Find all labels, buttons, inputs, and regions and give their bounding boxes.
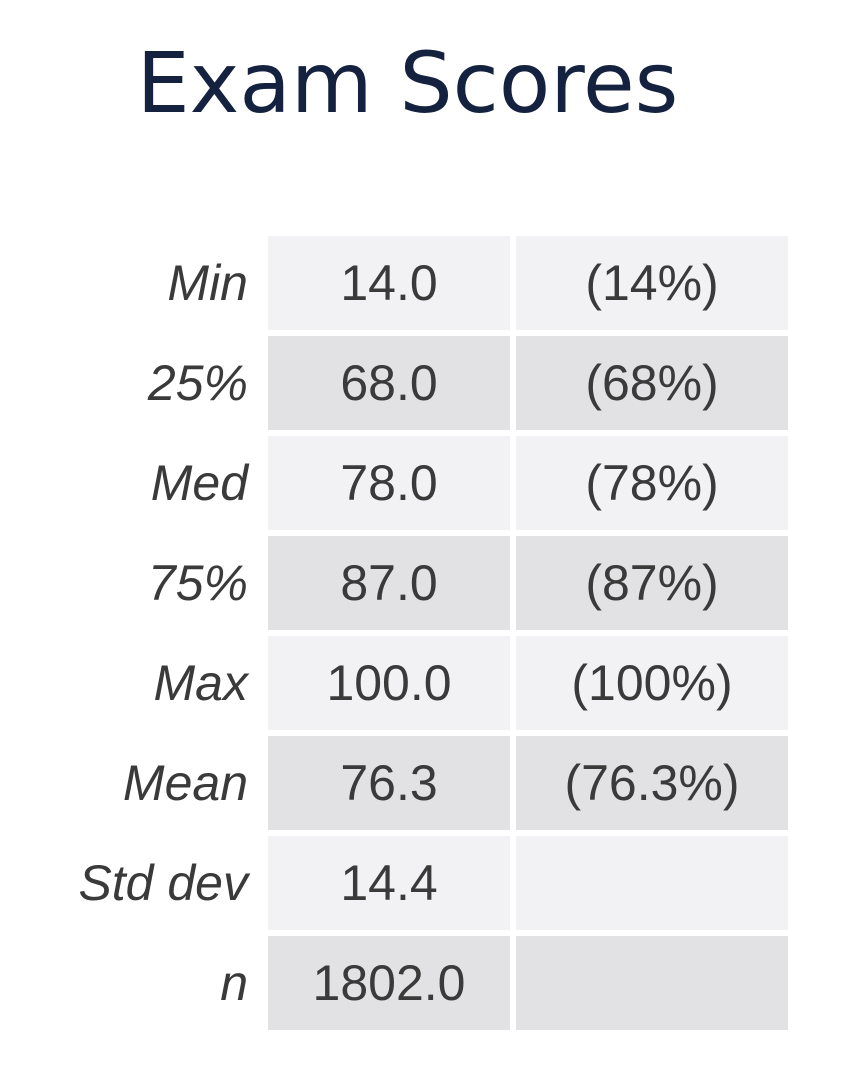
row-percent: (76.3%)	[516, 736, 788, 830]
stats-row-n: n 1802.0	[26, 936, 788, 1030]
stats-row-median: Med 78.0 (78%)	[26, 436, 788, 530]
row-percent: (78%)	[516, 436, 788, 530]
stats-row-q1: 25% 68.0 (68%)	[26, 336, 788, 430]
row-percent: (100%)	[516, 636, 788, 730]
stats-row-min: Min 14.0 (14%)	[26, 236, 788, 330]
stats-row-std-dev: Std dev 14.4	[26, 836, 788, 930]
row-value: 68.0	[268, 336, 510, 430]
row-label: Med	[150, 455, 248, 511]
row-value: 14.0	[268, 236, 510, 330]
row-percent: (87%)	[516, 536, 788, 630]
row-percent: (14%)	[516, 236, 788, 330]
row-label: Std dev	[78, 855, 248, 911]
row-value: 1802.0	[268, 936, 510, 1030]
stats-row-max: Max 100.0 (100%)	[26, 636, 788, 730]
row-label: Min	[167, 255, 248, 311]
row-label: 75%	[147, 555, 248, 611]
row-value: 14.4	[268, 836, 510, 930]
row-value: 87.0	[268, 536, 510, 630]
row-label: 25%	[147, 355, 248, 411]
stats-row-mean: Mean 76.3 (76.3%)	[26, 736, 788, 830]
row-percent	[516, 936, 788, 1030]
row-label: Max	[153, 655, 248, 711]
row-value: 76.3	[268, 736, 510, 830]
row-label: Mean	[122, 755, 248, 811]
row-percent: (68%)	[516, 336, 788, 430]
row-percent	[516, 836, 788, 930]
row-value: 100.0	[268, 636, 510, 730]
page-title: Exam Scores	[136, 34, 679, 132]
exam-stats-table: Min 14.0 (14%) 25% 68.0 (68%) Med 78.0 (…	[20, 230, 794, 1036]
stats-row-q3: 75% 87.0 (87%)	[26, 536, 788, 630]
row-value: 78.0	[268, 436, 510, 530]
row-label: n	[220, 955, 248, 1011]
